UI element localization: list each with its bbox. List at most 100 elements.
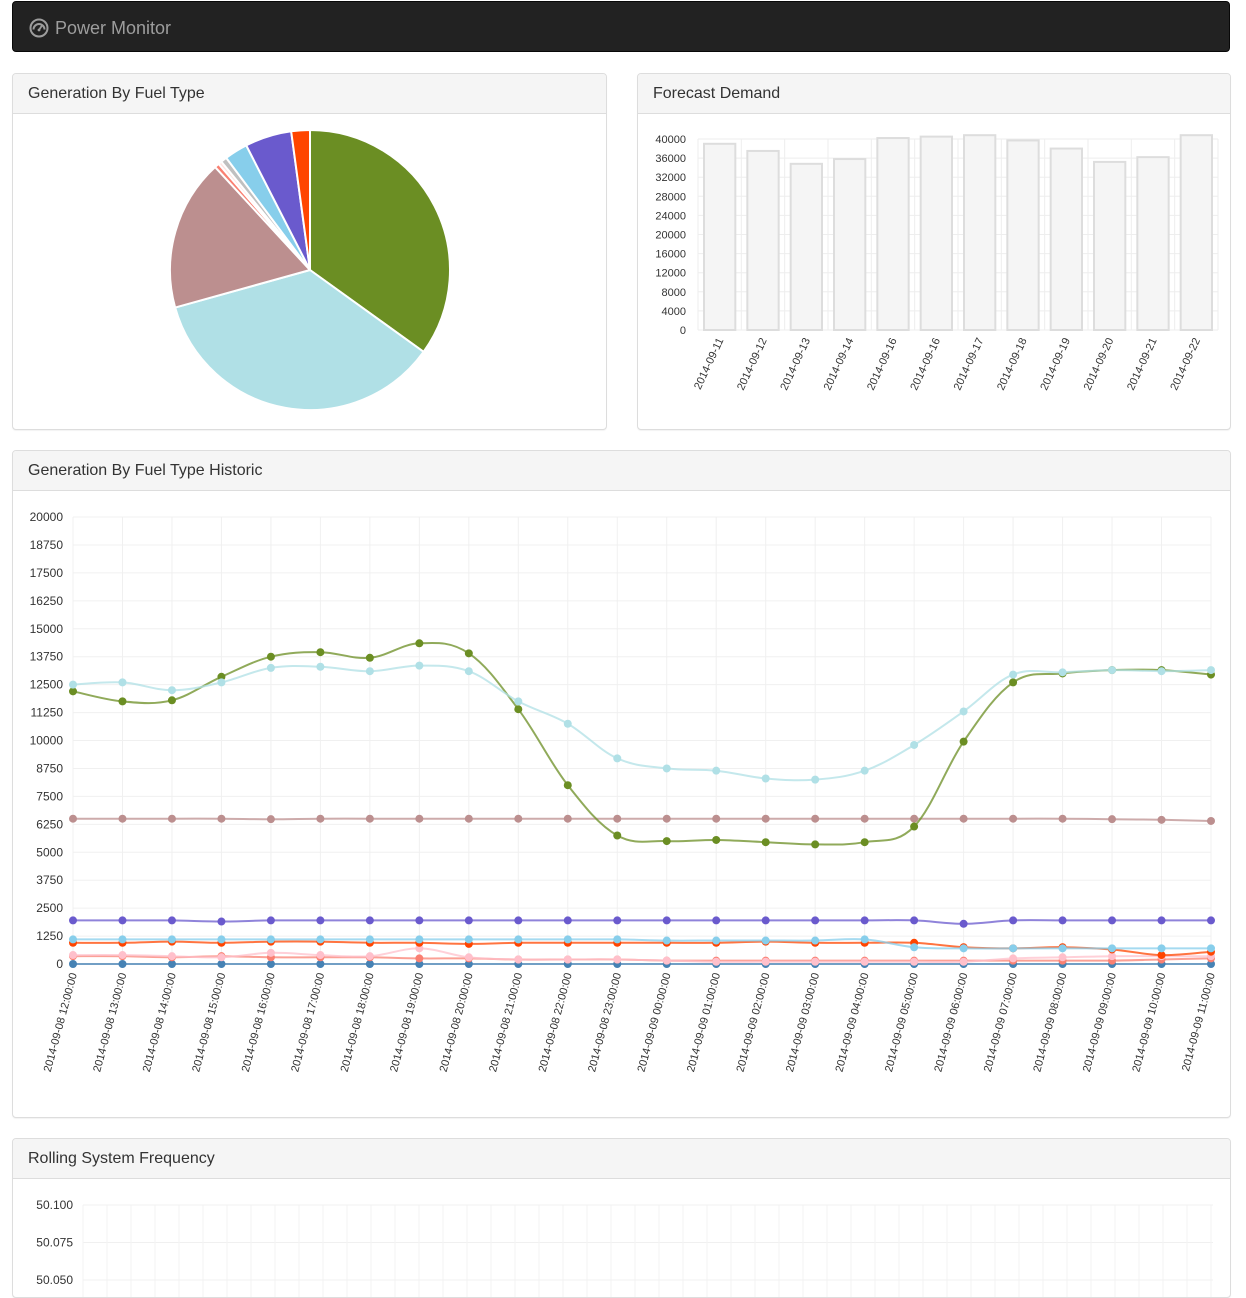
forecast-bar <box>703 142 737 332</box>
data-point-intfr <box>365 960 374 968</box>
data-point-npshyd <box>316 935 325 944</box>
data-point-npshyd <box>1108 944 1117 953</box>
data-point-nuclear <box>316 814 325 823</box>
data-point-npshyd <box>662 936 671 945</box>
x-tick-label: 2014-09-09 08:00:00 <box>1031 972 1069 1074</box>
data-point-wind <box>1058 916 1067 925</box>
brand[interactable]: Power Monitor <box>29 16 171 40</box>
series-line-ps <box>72 947 1211 964</box>
forecast-demand-chart: 0 4000 8000 12000 16000 20000 24000 28000 32000 3… <box>655 134 1219 392</box>
data-point-wind <box>1009 916 1018 925</box>
panel-historic: Generation By Fuel Type Historic 0 1250 25… <box>12 450 1231 1118</box>
data-point-intfr <box>266 960 275 968</box>
data-point-nuclear <box>811 814 820 823</box>
panel-generation-pie: Generation By Fuel Type <box>12 73 607 430</box>
panel-title: Generation By Fuel Type Historic <box>13 451 1230 491</box>
data-point-coal <box>959 737 968 746</box>
data-point-coal <box>761 838 770 847</box>
data-point-nuclear <box>266 815 275 824</box>
y-tick-label: 1250 <box>36 929 63 943</box>
data-point-wind <box>316 916 325 925</box>
data-point-ccgt <box>910 740 919 749</box>
y-tick-label: 12500 <box>30 678 64 692</box>
x-tick-label: 2014-09-08 12:00:00 <box>42 972 80 1074</box>
data-point-nuclear <box>959 814 968 823</box>
data-point-coal <box>662 837 671 846</box>
data-point-intfr <box>464 960 473 968</box>
data-point-wind <box>1108 916 1117 925</box>
data-point-wind <box>959 919 968 928</box>
data-point-npshyd <box>365 935 374 944</box>
x-tick-label: 2014-09-08 16:00:00 <box>240 972 278 1074</box>
data-point-ccgt <box>712 766 721 775</box>
data-point-ps <box>761 957 770 966</box>
data-point-nuclear <box>118 814 127 823</box>
data-point-npshyd <box>514 935 523 944</box>
data-point-ps <box>1108 952 1117 961</box>
x-tick-label: 2014-09-09 10:00:00 <box>1130 972 1168 1074</box>
data-point-npshyd <box>464 935 473 944</box>
data-point-intfr <box>69 960 77 968</box>
data-point-ps <box>860 957 869 966</box>
pie-slice <box>309 128 451 354</box>
data-point-wind <box>1207 916 1215 925</box>
forecast-bar <box>1093 160 1127 331</box>
data-point-wind <box>761 916 770 925</box>
pie-slice <box>169 165 312 309</box>
x-tick-label: 2014-09-08 22:00:00 <box>537 972 575 1074</box>
data-point-wind <box>910 916 919 925</box>
data-point-ccgt <box>217 678 226 687</box>
data-point-npshyd <box>959 944 968 953</box>
data-point-intfr <box>167 960 176 968</box>
panel-title: Forecast Demand <box>638 74 1230 114</box>
x-tick-label: 2014-09-09 06:00:00 <box>932 972 970 1074</box>
x-tick-label: 2014-09-08 15:00:00 <box>190 972 228 1074</box>
data-point-ccgt <box>266 663 275 672</box>
data-point-ps <box>910 957 919 966</box>
forecast-bar <box>1136 156 1170 331</box>
data-point-coal <box>464 649 473 658</box>
y-tick-label: 17500 <box>30 566 64 580</box>
data-point-nuclear <box>69 814 77 823</box>
data-point-wind <box>514 916 523 925</box>
x-tick-label: 2014-09-08 20:00:00 <box>438 972 476 1074</box>
data-point-ccgt <box>811 775 820 784</box>
forecast-bar <box>1179 134 1214 332</box>
data-point-wind <box>613 916 622 925</box>
data-point-wind <box>69 916 77 925</box>
data-point-ps <box>514 955 523 964</box>
y-tick-label: 16250 <box>30 594 64 608</box>
data-point-coal <box>118 697 127 706</box>
x-tick-label: 2014-09-17 <box>952 336 987 392</box>
data-point-coal <box>69 687 77 696</box>
x-tick-label: 2014-09-20 <box>1082 336 1117 392</box>
series-line-npshyd <box>72 938 1211 950</box>
y-tick-label: 13750 <box>30 650 64 664</box>
data-point-npshyd <box>415 935 424 944</box>
data-point-ccgt <box>860 766 869 775</box>
data-point-ps <box>365 952 374 961</box>
data-point-nuclear <box>761 814 770 823</box>
forecast-bar <box>919 135 953 331</box>
panel-forecast-demand: Forecast Demand 0 4000 8000 12000 16000 20000… <box>637 73 1231 430</box>
data-point-wind <box>464 916 473 925</box>
x-tick-label: 2014-09-09 07:00:00 <box>982 972 1020 1074</box>
data-point-coal <box>563 781 572 790</box>
y-tick-label: 50.050 <box>36 1273 73 1287</box>
data-point-nuclear <box>712 814 721 823</box>
x-tick-label: 2014-09-14 <box>822 336 857 392</box>
data-point-npshyd <box>563 935 572 944</box>
data-point-wind <box>712 916 721 925</box>
data-point-nuclear <box>365 814 374 823</box>
data-point-nuclear <box>563 814 572 823</box>
data-point-intfr <box>415 960 424 968</box>
data-point-ps <box>415 944 424 953</box>
app-title: Power Monitor <box>55 17 172 38</box>
data-point-npshyd <box>1207 944 1215 953</box>
data-point-coal <box>1009 678 1018 687</box>
data-point-npshyd <box>69 935 77 944</box>
y-tick-label: 4000 <box>662 306 686 318</box>
y-tick-label: 12000 <box>655 268 686 280</box>
data-point-nuclear <box>613 814 622 823</box>
data-point-nuclear <box>217 814 226 823</box>
